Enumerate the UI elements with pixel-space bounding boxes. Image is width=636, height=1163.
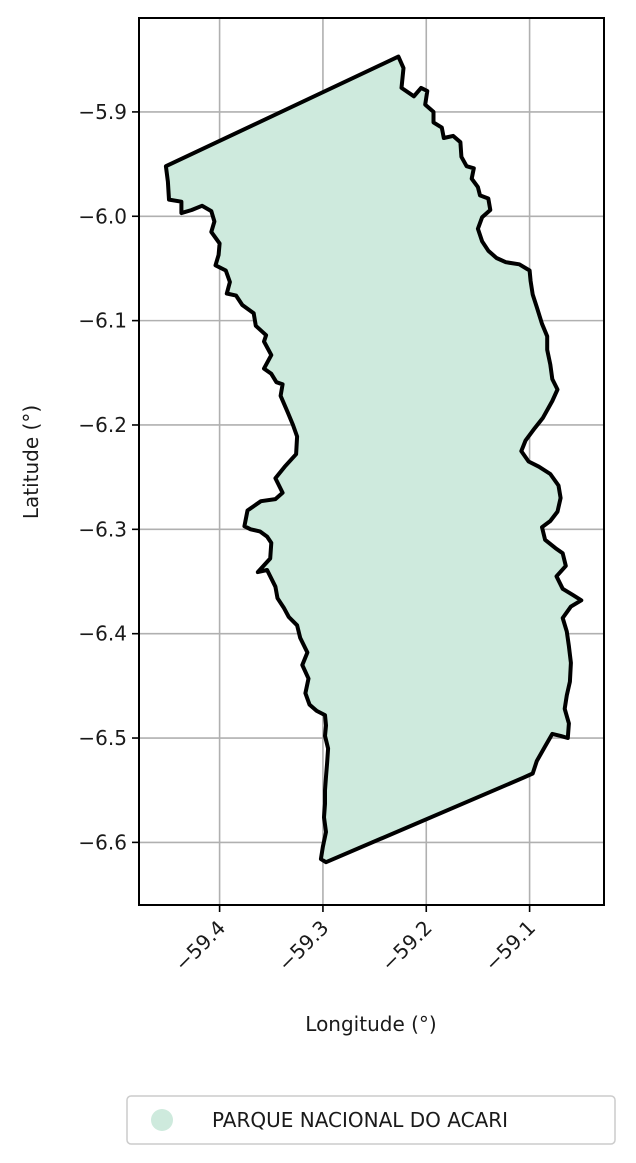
y-tick-label: −6.3 xyxy=(78,517,127,541)
legend-marker xyxy=(151,1109,173,1131)
x-axis-label: Longitude (°) xyxy=(305,1012,436,1036)
legend: PARQUE NACIONAL DO ACARI xyxy=(126,1095,616,1145)
map-region-layer xyxy=(163,54,584,865)
y-axis-label: Latitude (°) xyxy=(19,405,43,519)
y-tick-label: −6.6 xyxy=(78,830,127,854)
y-tick-label: −6.1 xyxy=(78,309,127,333)
axes-frame xyxy=(138,17,605,906)
y-tick-label: −6.5 xyxy=(78,726,127,750)
y-tick-label: −6.4 xyxy=(78,622,127,646)
y-axis: −5.9 −6.0 −6.1 −6.2 −6.3 −6.4 −6.5 −6.6 xyxy=(78,100,139,854)
y-tick-label: −6.2 xyxy=(78,413,127,437)
park-boundary-polygon xyxy=(163,54,584,865)
y-tick-label: −5.9 xyxy=(78,100,127,124)
legend-label: PARQUE NACIONAL DO ACARI xyxy=(212,1108,508,1132)
legend-frame xyxy=(126,1095,616,1145)
y-tick-label: −6.0 xyxy=(78,204,127,228)
